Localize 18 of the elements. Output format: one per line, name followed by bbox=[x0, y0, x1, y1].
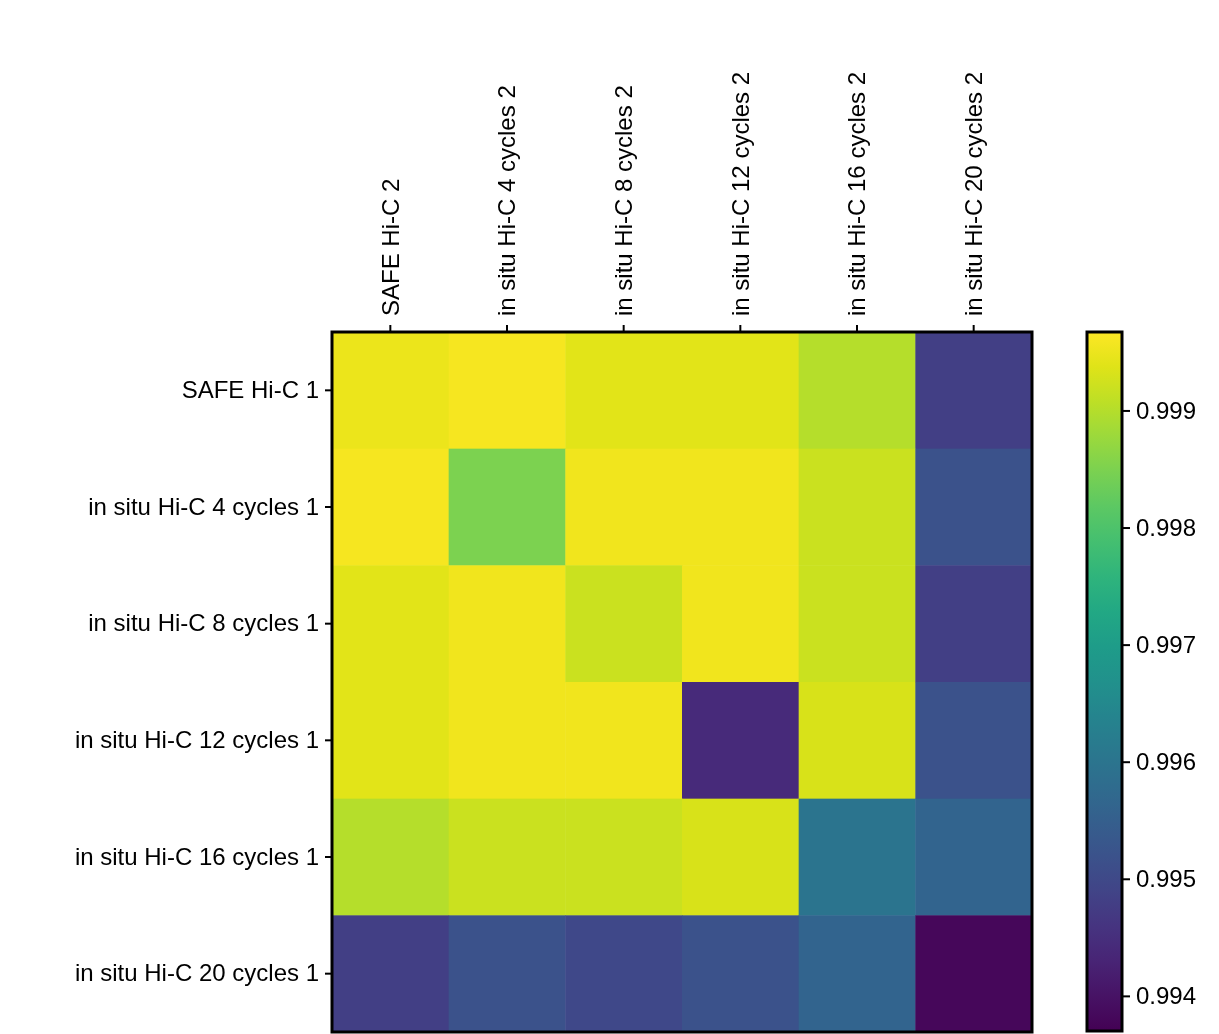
color-bar-label: 0.997 bbox=[1136, 630, 1197, 658]
y-tick-label: in situ Hi-C 16 cycles 1 bbox=[74, 842, 319, 870]
color-bar-label: 0.995 bbox=[1136, 864, 1197, 892]
x-tick-label: in situ Hi-C 12 cycles 2 bbox=[726, 71, 754, 316]
y-tick-label: in situ Hi-C 4 cycles 1 bbox=[88, 492, 319, 520]
x-tick-label: in situ Hi-C 8 cycles 2 bbox=[610, 85, 638, 316]
x-tick-label: SAFE Hi-C 2 bbox=[376, 178, 404, 316]
color-bar-label: 0.998 bbox=[1136, 513, 1197, 541]
y-tick-label: SAFE Hi-C 1 bbox=[181, 376, 319, 404]
color-bar-label: 0.994 bbox=[1136, 982, 1197, 1010]
x-tick-label: in situ Hi-C 20 cycles 2 bbox=[960, 71, 988, 316]
y-tick-label: in situ Hi-C 8 cycles 1 bbox=[88, 609, 319, 637]
color-bar-label: 0.999 bbox=[1136, 396, 1197, 424]
x-tick-label: in situ Hi-C 4 cycles 2 bbox=[493, 85, 521, 316]
color-bar-label: 0.996 bbox=[1136, 747, 1197, 775]
x-tick-label: in situ Hi-C 16 cycles 2 bbox=[843, 71, 871, 316]
y-tick-label: in situ Hi-C 20 cycles 1 bbox=[74, 959, 319, 987]
y-tick-label: in situ Hi-C 12 cycles 1 bbox=[74, 726, 319, 754]
